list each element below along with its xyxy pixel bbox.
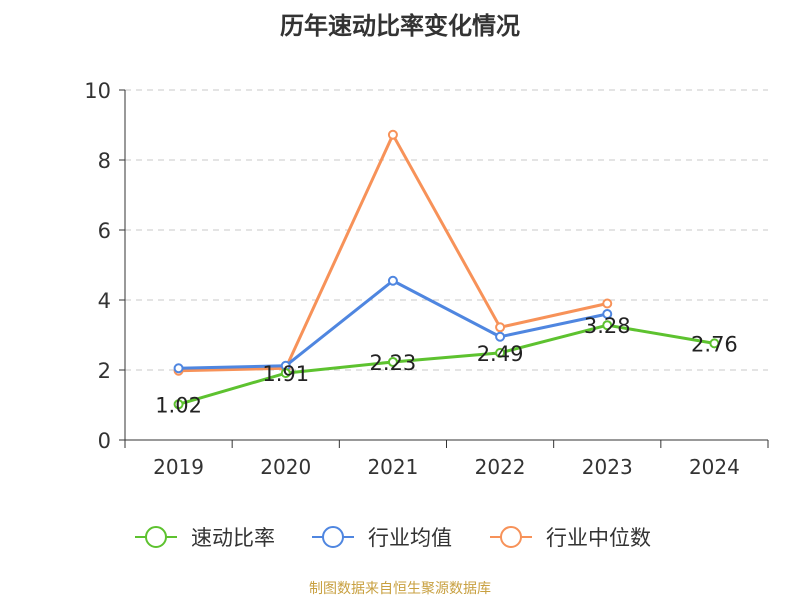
data-point <box>709 338 720 349</box>
data-point <box>387 129 398 140</box>
data-point <box>495 322 506 333</box>
y-tick-label: 2 <box>98 359 111 383</box>
x-tick-label: 2024 <box>689 455 740 479</box>
y-tick-label: 0 <box>98 429 111 453</box>
data-point <box>602 309 613 319</box>
legend-label: 速动比率 <box>191 526 275 550</box>
data-label: 2.49 <box>477 342 524 366</box>
x-tick-label: 2021 <box>367 455 418 479</box>
data-point <box>387 275 398 286</box>
data-point <box>173 363 184 374</box>
data-label: 2.76 <box>691 332 738 356</box>
data-point <box>495 331 506 342</box>
legend-label: 行业中位数 <box>546 526 651 550</box>
legend-marker <box>145 526 167 548</box>
data-label: 2.23 <box>370 351 417 375</box>
data-point <box>495 347 506 358</box>
y-tick-label: 8 <box>98 149 111 173</box>
chart-title: 历年速动比率变化情况 <box>280 12 520 40</box>
x-tick-label: 2019 <box>153 455 204 479</box>
legend-marker <box>500 526 522 548</box>
legend-marker <box>322 526 344 548</box>
series-line <box>178 323 715 406</box>
y-tick-label: 6 <box>98 219 111 243</box>
x-tick-label: 2022 <box>475 455 526 479</box>
data-point <box>602 320 613 331</box>
x-tick-label: 2023 <box>582 455 633 479</box>
data-label: 1.02 <box>155 393 202 417</box>
data-label: 1.91 <box>262 362 309 386</box>
legend-label: 行业均值 <box>368 526 452 550</box>
data-point <box>387 356 398 367</box>
series-line <box>178 133 608 373</box>
data-label: 3.28 <box>584 314 631 338</box>
y-tick-label: 4 <box>98 289 111 313</box>
y-tick-label: 10 <box>84 79 111 103</box>
data-point <box>280 368 291 379</box>
x-tick-label: 2020 <box>260 455 311 479</box>
data-point <box>602 298 613 309</box>
data-point <box>173 399 184 410</box>
source-note: 制图数据来自恒生聚源数据库 <box>309 581 491 597</box>
